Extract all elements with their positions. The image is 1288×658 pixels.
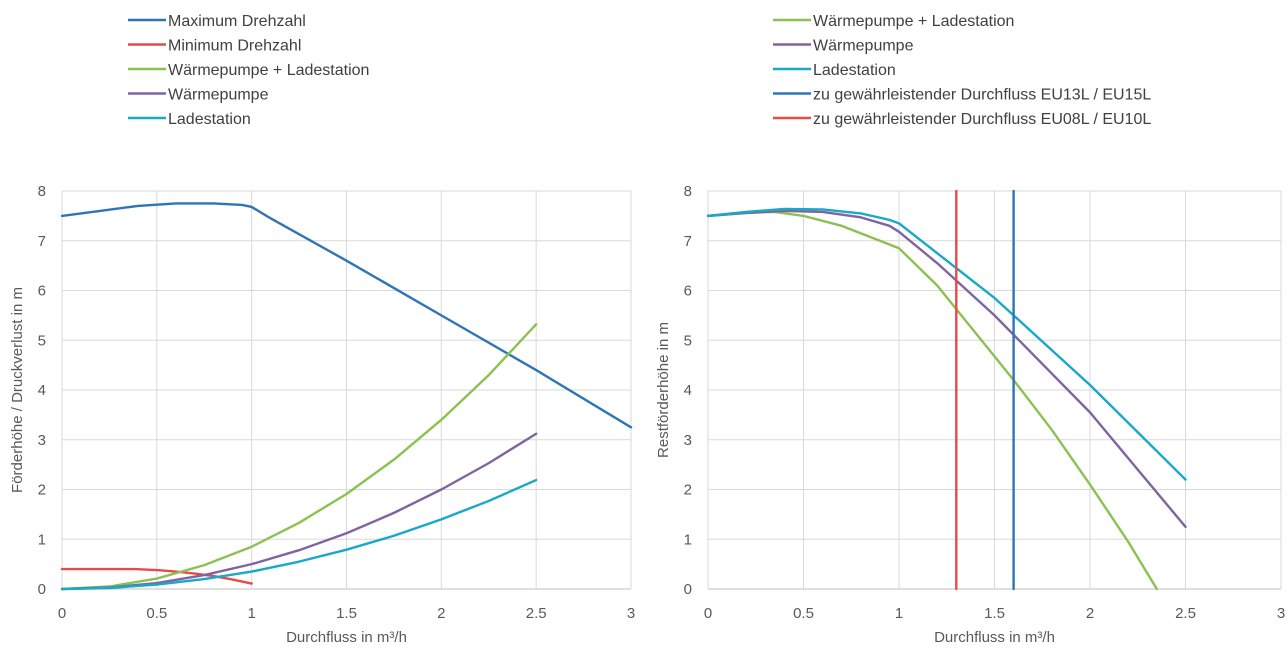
y-tick-label: 1 <box>38 531 46 548</box>
x-tick-label: 0.5 <box>146 605 167 622</box>
y-axis-label: Restförderhöhe in m <box>655 322 672 458</box>
legend-entry: Maximum Drehzahl <box>168 13 306 30</box>
x-tick-label: 3 <box>627 605 635 622</box>
y-tick-label: 7 <box>684 233 692 250</box>
legend-entry: Wärmepumpe <box>168 87 269 104</box>
y-tick-label: 8 <box>684 183 692 200</box>
series-line <box>706 210 1159 591</box>
y-tick-label: 6 <box>38 283 46 300</box>
y-tick-label: 4 <box>684 382 692 399</box>
legend-entry: Wärmepumpe <box>813 38 914 55</box>
left-chart: 0 1 2 3 4 5 6 7 8 0 0.5 1 1.5 2 2.5 3 Durchfluss in m³/h… <box>9 13 635 646</box>
x-axis-label: Durchfluss in m³/h <box>286 629 407 646</box>
y-tick-label: 0 <box>684 581 692 598</box>
series-line <box>60 567 253 585</box>
legend-entry: Ladestation <box>813 62 896 79</box>
y-tick-label: 3 <box>38 432 46 449</box>
legend-entry: Wärmepumpe + Ladestation <box>168 62 369 79</box>
legend-entry: zu gewährleistender Durchfluss EU08L / E… <box>813 111 1151 128</box>
x-tick-label: 3 <box>1277 605 1285 622</box>
x-tick-label: 2.5 <box>526 605 547 622</box>
x-tick-label: 0 <box>58 605 66 622</box>
x-axis-label: Durchfluss in m³/h <box>934 629 1055 646</box>
y-tick-label: 4 <box>38 382 46 399</box>
series-line <box>706 209 1187 529</box>
series-line <box>60 478 538 591</box>
y-tick-label: 2 <box>684 482 692 499</box>
gridlines <box>61 190 632 590</box>
legend: Maximum Drehzahl Minimum Drehzahl Wärmepum… <box>128 13 369 128</box>
x-tick-label: 0 <box>704 605 712 622</box>
y-tick-label: 5 <box>38 332 46 349</box>
y-tick-label: 8 <box>38 183 46 200</box>
y-axis-label: Förderhöhe / Druckverlust in m <box>9 287 26 493</box>
y-tick-label: 0 <box>38 581 46 598</box>
x-tick-label: 1.5 <box>336 605 357 622</box>
y-tick-label: 5 <box>684 332 692 349</box>
x-tick-label: 2.5 <box>1175 605 1196 622</box>
y-tick-label: 3 <box>684 432 692 449</box>
gridlines <box>707 190 1282 590</box>
x-tick-label: 1 <box>247 605 255 622</box>
series-line <box>60 202 633 429</box>
y-tick-label: 7 <box>38 233 46 250</box>
x-tick-label: 1 <box>895 605 903 622</box>
legend-entry: Ladestation <box>168 111 251 128</box>
y-tick-label: 2 <box>38 482 46 499</box>
series-line <box>706 207 1187 481</box>
y-tick-label: 1 <box>684 531 692 548</box>
right-chart: 0 1 2 3 4 5 6 7 8 0 0.5 1 1.5 2 2.5 3 Durchfluss in m³/h… <box>655 13 1285 646</box>
legend-entry: Wärmepumpe + Ladestation <box>813 13 1014 30</box>
x-tick-label: 2 <box>1086 605 1094 622</box>
series-line <box>60 323 538 591</box>
x-tick-label: 0.5 <box>793 605 814 622</box>
x-tick-label: 1.5 <box>984 605 1005 622</box>
legend-entry: Minimum Drehzahl <box>168 38 301 55</box>
legend-entry: zu gewährleistender Durchfluss EU13L / E… <box>813 87 1151 104</box>
legend: Wärmepumpe + Ladestation Wärmepumpe Ladest… <box>773 13 1151 128</box>
x-tick-label: 2 <box>437 605 445 622</box>
y-tick-label: 6 <box>684 283 692 300</box>
